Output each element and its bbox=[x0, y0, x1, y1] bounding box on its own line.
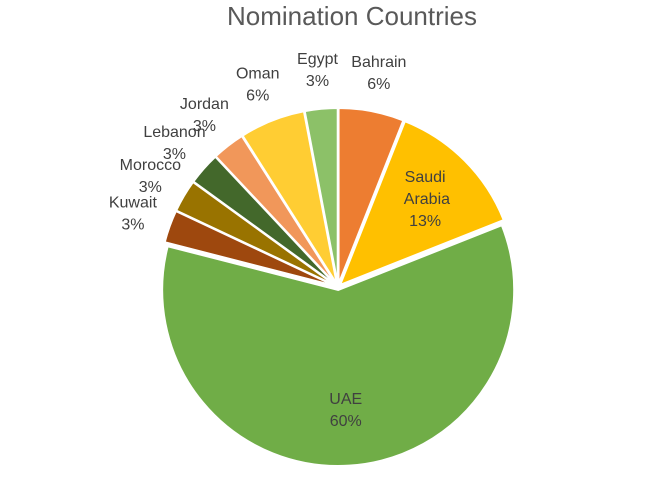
value-label: 3% bbox=[163, 146, 186, 163]
category-label: Bahrain bbox=[351, 54, 406, 71]
category-label: Lebanon bbox=[143, 124, 205, 141]
value-label: 60% bbox=[330, 413, 362, 430]
category-label: Oman bbox=[236, 66, 280, 83]
value-label: 3% bbox=[193, 118, 216, 135]
data-label: Lebanon 3% bbox=[143, 124, 205, 163]
pie-slice bbox=[161, 223, 516, 467]
pie-slice bbox=[303, 107, 339, 285]
data-label: Oman 6% bbox=[236, 66, 280, 105]
value-label: 6% bbox=[367, 76, 390, 93]
category-label: Kuwait bbox=[109, 194, 158, 211]
data-label: Kuwait 3% bbox=[109, 194, 158, 233]
data-label: UAE 60% bbox=[329, 391, 362, 430]
data-label: Bahrain 6% bbox=[351, 54, 406, 93]
category-label: UAE bbox=[329, 391, 362, 408]
category-label: Saudi Arabia bbox=[400, 169, 450, 208]
data-label: Saudi Arabia 13% bbox=[400, 169, 450, 230]
category-label: Morocco bbox=[120, 157, 181, 174]
value-label: 3% bbox=[306, 73, 329, 90]
category-label: Egypt bbox=[297, 51, 338, 68]
value-label: 13% bbox=[409, 213, 441, 230]
value-label: 3% bbox=[121, 216, 144, 233]
data-label: Jordan 3% bbox=[180, 96, 229, 135]
pie-slice bbox=[338, 119, 506, 287]
data-label: Egypt 3% bbox=[297, 51, 338, 90]
value-label: 3% bbox=[139, 179, 162, 196]
category-label: Jordan bbox=[180, 96, 229, 113]
chart-title: Nomination Countries bbox=[227, 1, 477, 31]
value-label: 6% bbox=[246, 88, 269, 105]
data-label: Morocco 3% bbox=[120, 157, 181, 196]
